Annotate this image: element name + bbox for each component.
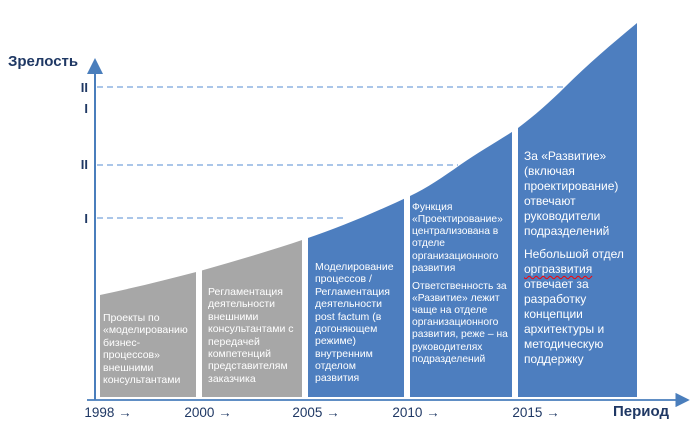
x-tick-2005: 2005 → <box>292 405 340 420</box>
area-gray-early-periods <box>100 239 305 397</box>
segment-text-2005: Моделирование процессов / Регламентация … <box>315 261 403 385</box>
x-axis-title: Период <box>613 403 669 420</box>
y-tick-level-II: II <box>80 157 88 172</box>
x-tick-2010: 2010 → <box>392 405 440 420</box>
segment-2015-paragraph-1: За «Развитие» (включая проектирование) о… <box>524 149 619 238</box>
segment-2015-p2-after: отвечает за разработку концепции архитек… <box>524 277 605 366</box>
x-tick-2015: 2015 → <box>512 405 560 420</box>
segment-2010-paragraph-1: Функция «Проектирование» централизована … <box>412 202 503 274</box>
segment-2010-paragraph-2: Ответственность за «Развитие» лежит чаще… <box>412 280 508 365</box>
y-tick-level-I: I <box>84 211 88 226</box>
segment-text-2010: Функция «Проектирование» централизована … <box>412 202 510 366</box>
x-tick-2000: 2000 → <box>184 405 232 420</box>
segment-divider-4 <box>512 121 518 398</box>
segment-2015-p2-spellchecked-word: оргразвития <box>524 262 593 276</box>
segment-2005-paragraph: Моделирование процессов / Регламентация … <box>315 261 394 385</box>
segment-2015-paragraph-2: Небольшой отдел оргразвития отвечает за … <box>524 247 632 367</box>
segment-divider-3 <box>404 189 410 398</box>
y-tick-level-top-line2: I <box>84 101 88 116</box>
segment-text-1998: Проекты по «моделированию бизнес-процесс… <box>103 312 193 386</box>
segment-2015-p2-before: Небольшой отдел <box>524 247 624 261</box>
segment-1998-paragraph: Проекты по «моделированию бизнес-процесс… <box>103 312 188 386</box>
y-axis-title: Зрелость <box>8 53 79 70</box>
segment-2000-paragraph: Регламентация деятельности внешними конс… <box>208 286 294 385</box>
y-tick-level-top-line1: II <box>80 80 88 95</box>
x-tick-1998: 1998 → <box>84 405 132 420</box>
segment-text-2015: За «Развитие» (включая проектирование) о… <box>524 149 632 367</box>
area-blue-later-periods <box>305 23 637 397</box>
segment-text-2000: Регламентация деятельности внешними конс… <box>208 286 302 385</box>
segment-divider-1 <box>196 264 202 398</box>
segment-divider-2 <box>302 231 308 398</box>
